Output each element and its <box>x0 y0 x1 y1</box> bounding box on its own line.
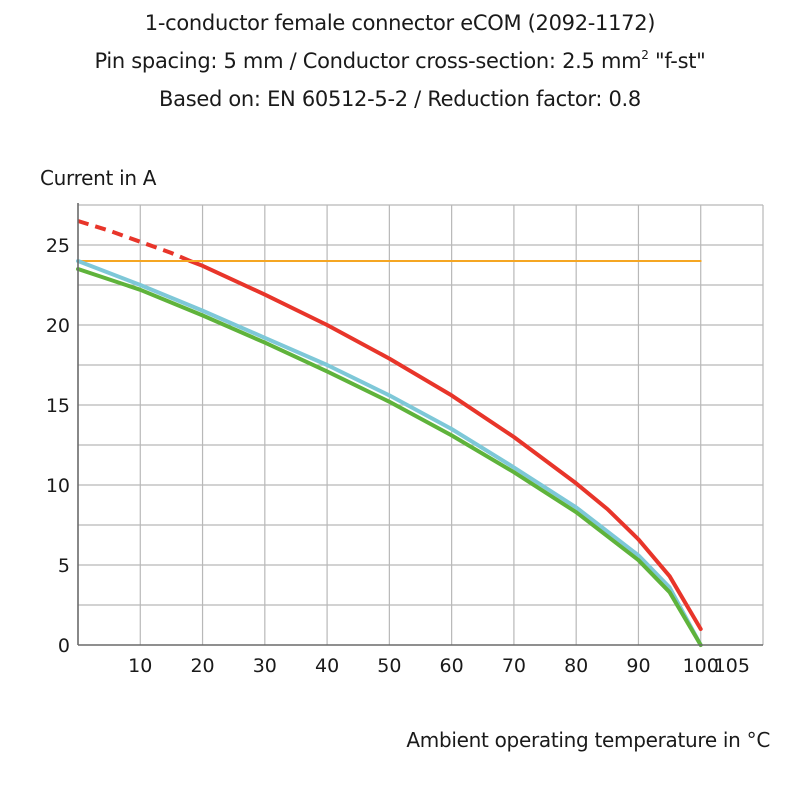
title-line-3: Based on: EN 60512-5-2 / Reduction facto… <box>159 87 641 111</box>
grid <box>78 204 764 645</box>
title-line-2-suffix: "f-st" <box>648 49 706 73</box>
series-layer <box>76 219 703 647</box>
x-tick-label: 50 <box>377 655 401 677</box>
x-tick-label: 40 <box>315 655 339 677</box>
x-tick-label: 60 <box>440 655 464 677</box>
y-tick-label: 25 <box>46 235 70 257</box>
y-tick-label: 20 <box>46 315 70 337</box>
x-tick-label: 20 <box>190 655 214 677</box>
series-line-3 <box>76 267 703 647</box>
x-tick-label: 105 <box>714 655 750 677</box>
x-tick-label: 90 <box>626 655 650 677</box>
series-line-0 <box>188 259 703 631</box>
y-tick-label: 10 <box>46 475 70 497</box>
x-tick-label: 70 <box>502 655 526 677</box>
y-axis-label: Current in A <box>40 166 157 190</box>
title-line-2-text: Pin spacing: 5 mm / Conductor cross-sect… <box>94 49 642 73</box>
x-tick-label: 100 <box>683 655 719 677</box>
x-tick-label: 80 <box>564 655 588 677</box>
y-tick-label: 0 <box>58 635 70 657</box>
title-line-2: Pin spacing: 5 mm / Conductor cross-sect… <box>0 42 800 80</box>
chart-title: 1-conductor female connector eCOM (2092-… <box>0 4 800 118</box>
x-tick-label: 30 <box>253 655 277 677</box>
title-superscript: 2 <box>641 48 649 62</box>
series-line-2 <box>76 259 703 647</box>
axes <box>77 203 763 646</box>
x-axis-label: Ambient operating temperature in °C <box>406 728 770 752</box>
y-tick-label: 5 <box>58 555 70 577</box>
y-tick-label: 15 <box>46 395 70 417</box>
x-tick-label: 10 <box>128 655 152 677</box>
title-line-1: 1-conductor female connector eCOM (2092-… <box>144 11 656 35</box>
series-dashed-segment-0 <box>77 219 191 263</box>
